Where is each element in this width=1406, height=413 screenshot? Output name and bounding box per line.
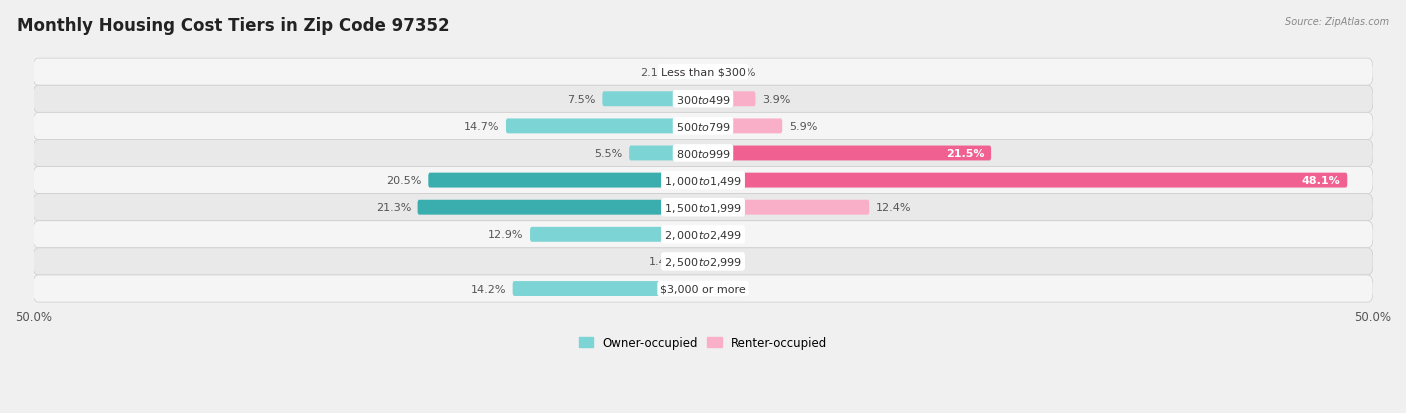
- Text: 48.1%: 48.1%: [1302, 176, 1340, 186]
- FancyBboxPatch shape: [703, 92, 755, 107]
- FancyBboxPatch shape: [506, 119, 703, 134]
- Text: 20.5%: 20.5%: [387, 176, 422, 186]
- Text: $3,000 or more: $3,000 or more: [661, 284, 745, 294]
- FancyBboxPatch shape: [703, 119, 782, 134]
- FancyBboxPatch shape: [32, 86, 1374, 113]
- Text: 14.2%: 14.2%: [471, 284, 506, 294]
- Text: 3.9%: 3.9%: [762, 95, 790, 104]
- Text: $2,000 to $2,499: $2,000 to $2,499: [664, 228, 742, 241]
- Text: $300 to $499: $300 to $499: [675, 94, 731, 105]
- FancyBboxPatch shape: [32, 275, 1374, 302]
- Text: 1.4%: 1.4%: [650, 257, 678, 267]
- FancyBboxPatch shape: [32, 140, 1374, 167]
- Text: 0.0%: 0.0%: [710, 230, 738, 240]
- Text: $500 to $799: $500 to $799: [675, 121, 731, 133]
- Text: $800 to $999: $800 to $999: [675, 147, 731, 159]
- FancyBboxPatch shape: [703, 200, 869, 215]
- Text: $1,000 to $1,499: $1,000 to $1,499: [664, 174, 742, 187]
- Text: Less than $300: Less than $300: [661, 67, 745, 78]
- Text: 21.5%: 21.5%: [946, 149, 984, 159]
- FancyBboxPatch shape: [703, 65, 714, 80]
- FancyBboxPatch shape: [602, 92, 703, 107]
- Legend: Owner-occupied, Renter-occupied: Owner-occupied, Renter-occupied: [574, 332, 832, 354]
- FancyBboxPatch shape: [628, 146, 703, 161]
- FancyBboxPatch shape: [675, 65, 703, 80]
- FancyBboxPatch shape: [418, 200, 703, 215]
- FancyBboxPatch shape: [530, 227, 703, 242]
- Text: Source: ZipAtlas.com: Source: ZipAtlas.com: [1285, 17, 1389, 26]
- Text: 0.0%: 0.0%: [710, 284, 738, 294]
- Text: 7.5%: 7.5%: [568, 95, 596, 104]
- FancyBboxPatch shape: [32, 167, 1374, 194]
- Text: 2.1%: 2.1%: [640, 67, 668, 78]
- Text: 12.4%: 12.4%: [876, 203, 911, 213]
- FancyBboxPatch shape: [513, 281, 703, 296]
- Text: 14.7%: 14.7%: [464, 121, 499, 132]
- FancyBboxPatch shape: [32, 194, 1374, 221]
- Text: $2,500 to $2,999: $2,500 to $2,999: [664, 255, 742, 268]
- FancyBboxPatch shape: [429, 173, 703, 188]
- FancyBboxPatch shape: [32, 248, 1374, 275]
- FancyBboxPatch shape: [703, 146, 991, 161]
- FancyBboxPatch shape: [32, 113, 1374, 140]
- Text: 0.0%: 0.0%: [710, 257, 738, 267]
- FancyBboxPatch shape: [685, 254, 703, 269]
- FancyBboxPatch shape: [703, 173, 1347, 188]
- Text: 5.5%: 5.5%: [595, 149, 623, 159]
- Text: 21.3%: 21.3%: [375, 203, 411, 213]
- FancyBboxPatch shape: [32, 221, 1374, 248]
- Text: 0.78%: 0.78%: [720, 67, 755, 78]
- Text: 12.9%: 12.9%: [488, 230, 523, 240]
- Text: Monthly Housing Cost Tiers in Zip Code 97352: Monthly Housing Cost Tiers in Zip Code 9…: [17, 17, 450, 34]
- FancyBboxPatch shape: [32, 59, 1374, 86]
- Text: 5.9%: 5.9%: [789, 121, 817, 132]
- Text: $1,500 to $1,999: $1,500 to $1,999: [664, 201, 742, 214]
